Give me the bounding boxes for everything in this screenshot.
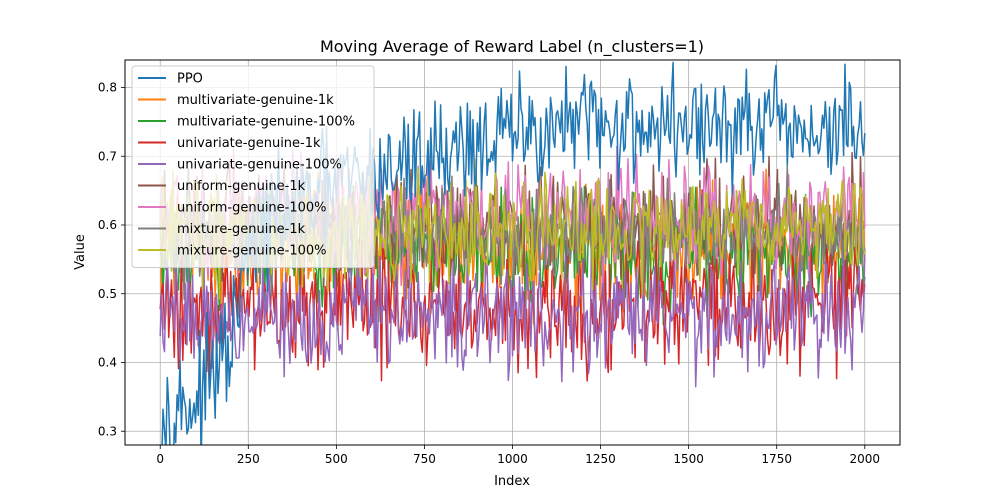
y-tick-label: 0.6 bbox=[98, 218, 117, 232]
x-tick-label: 1250 bbox=[585, 452, 616, 466]
x-axis-label: Index bbox=[494, 474, 530, 489]
legend-label: multivariate-genuine-100% bbox=[177, 115, 355, 130]
legend-box bbox=[131, 65, 375, 268]
legend-label: univariate-genuine-100% bbox=[177, 158, 342, 173]
y-tick-label: 0.5 bbox=[98, 287, 117, 301]
y-tick-label: 0.7 bbox=[98, 149, 117, 163]
x-tick-label: 1500 bbox=[673, 452, 704, 466]
x-tick-label: 1000 bbox=[497, 452, 528, 466]
axis-ticks: 0 250 500 750 1000 1250 1500 1750 2000 0.3 0.4 0.5 0… bbox=[98, 81, 880, 467]
legend-label: mixture-genuine-1k bbox=[177, 222, 306, 237]
legend-label: uniform-genuine-1k bbox=[177, 179, 306, 194]
legend-label: uniform-genuine-100% bbox=[177, 201, 327, 216]
legend: PPO multivariate-genuine-1k multivariate-g… bbox=[131, 65, 375, 268]
legend-label: univariate-genuine-1k bbox=[177, 136, 321, 151]
legend-label: multivariate-genuine-1k bbox=[177, 93, 334, 108]
x-tick-label: 250 bbox=[237, 452, 260, 466]
legend-label: mixture-genuine-100% bbox=[177, 244, 327, 259]
legend-label: PPO bbox=[177, 72, 203, 87]
y-tick-label: 0.8 bbox=[98, 81, 117, 95]
x-tick-label: 2000 bbox=[849, 452, 880, 466]
chart-title: Moving Average of Reward Label (n_cluste… bbox=[320, 37, 704, 57]
series-line-4 bbox=[159, 242, 866, 388]
x-tick-label: 500 bbox=[325, 452, 348, 466]
y-tick-label: 0.4 bbox=[98, 356, 117, 370]
y-axis-label: Value bbox=[73, 234, 88, 270]
x-tick-label: 0 bbox=[156, 452, 164, 466]
y-tick-label: 0.3 bbox=[98, 424, 117, 438]
x-tick-label: 1750 bbox=[761, 452, 792, 466]
x-tick-label: 750 bbox=[413, 452, 436, 466]
